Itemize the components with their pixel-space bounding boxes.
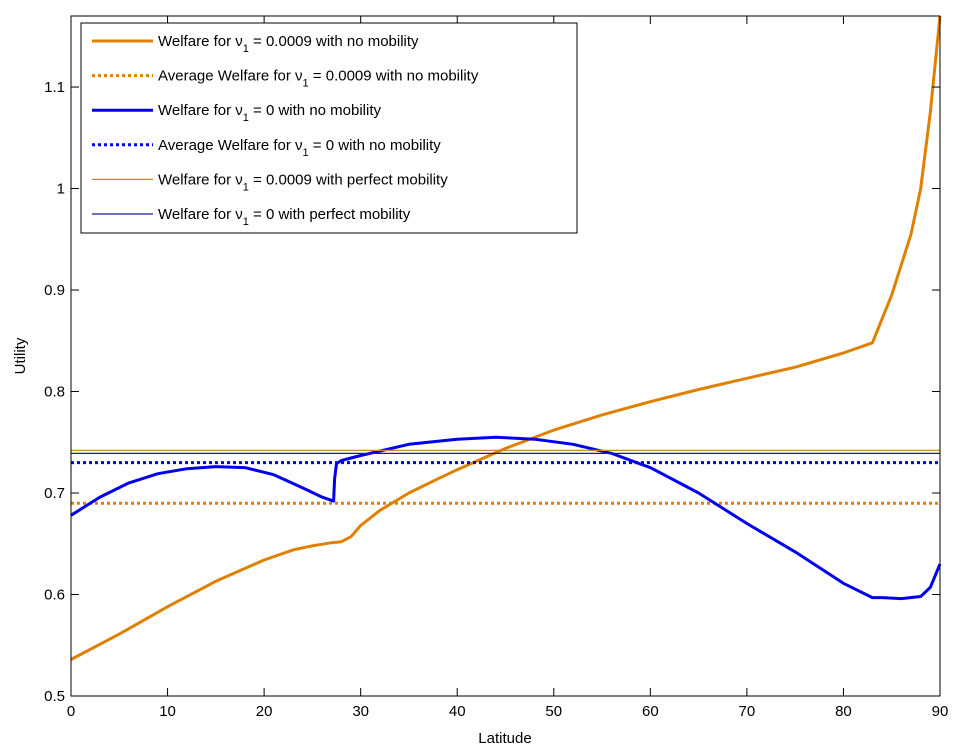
x-tick-label: 70 (739, 703, 756, 720)
x-tick-label: 40 (449, 703, 466, 720)
y-axis-label: Utility (12, 337, 29, 374)
legend-label-2: Average Welfare for ν1 = 0.0009 with no … (158, 68, 479, 90)
legend-label-3: Welfare for ν1 = 0 with no mobility (158, 102, 382, 124)
y-tick-label: 0.6 (44, 587, 65, 604)
series-line-1 (70, 15, 942, 661)
x-tick-label: 30 (352, 703, 369, 720)
legend: Welfare for ν1 = 0.0009 with no mobility… (80, 22, 578, 234)
series-layer (70, 15, 942, 661)
legend-label-4: Average Welfare for ν1 = 0 with no mobil… (158, 137, 441, 159)
x-tick-label: 80 (835, 703, 852, 720)
legend-box (80, 22, 578, 234)
y-tick-label: 0.9 (44, 282, 65, 299)
legend-label-1: Welfare for ν1 = 0.0009 with no mobility (158, 33, 419, 55)
x-tick-label: 60 (642, 703, 659, 720)
y-tick-label: 0.7 (44, 485, 65, 502)
y-tick-label: 0.8 (44, 384, 65, 401)
x-axis-label: Latitude (478, 730, 531, 747)
x-tick-label: 90 (932, 703, 949, 720)
plot-frame (70, 15, 941, 697)
series-line-3 (70, 435, 942, 601)
y-tick-label: 0.5 (44, 688, 65, 705)
legend-label-5: Welfare for ν1 = 0.0009 with perfect mob… (158, 171, 448, 193)
x-tick-label: 50 (545, 703, 562, 720)
y-tick-label: 1 (57, 181, 65, 198)
ticks-layer: 0 10 20 30 40 50 60 70 80 90 0.5 0.6 0.7 0.8 0.9 1 1.1 (44, 16, 948, 720)
legend-label-6: Welfare for ν1 = 0 with perfect mobility (158, 206, 411, 228)
x-tick-label: 20 (256, 703, 273, 720)
y-tick-label: 1.1 (44, 79, 65, 96)
x-tick-label: 0 (67, 703, 75, 720)
x-tick-label: 10 (159, 703, 176, 720)
